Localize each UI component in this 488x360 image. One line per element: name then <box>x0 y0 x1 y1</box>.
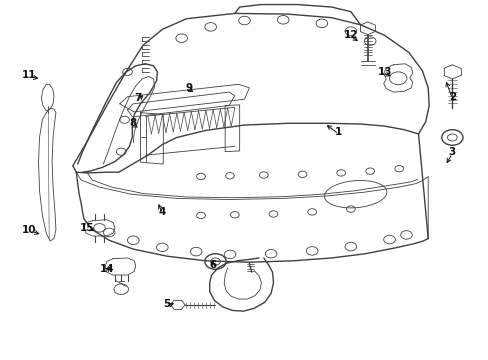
Text: 3: 3 <box>448 147 455 157</box>
Text: 14: 14 <box>99 264 114 274</box>
Text: 7: 7 <box>134 94 142 103</box>
Text: 13: 13 <box>377 67 391 77</box>
Text: 4: 4 <box>158 207 165 217</box>
Text: 10: 10 <box>22 225 37 235</box>
Text: 8: 8 <box>129 118 137 128</box>
Text: 1: 1 <box>334 127 342 137</box>
Text: 12: 12 <box>343 30 357 40</box>
Text: 5: 5 <box>163 299 170 309</box>
Text: 2: 2 <box>448 92 455 102</box>
Text: 9: 9 <box>185 83 192 93</box>
Text: 11: 11 <box>22 71 37 80</box>
Text: 15: 15 <box>80 223 95 233</box>
Text: 6: 6 <box>209 260 216 270</box>
